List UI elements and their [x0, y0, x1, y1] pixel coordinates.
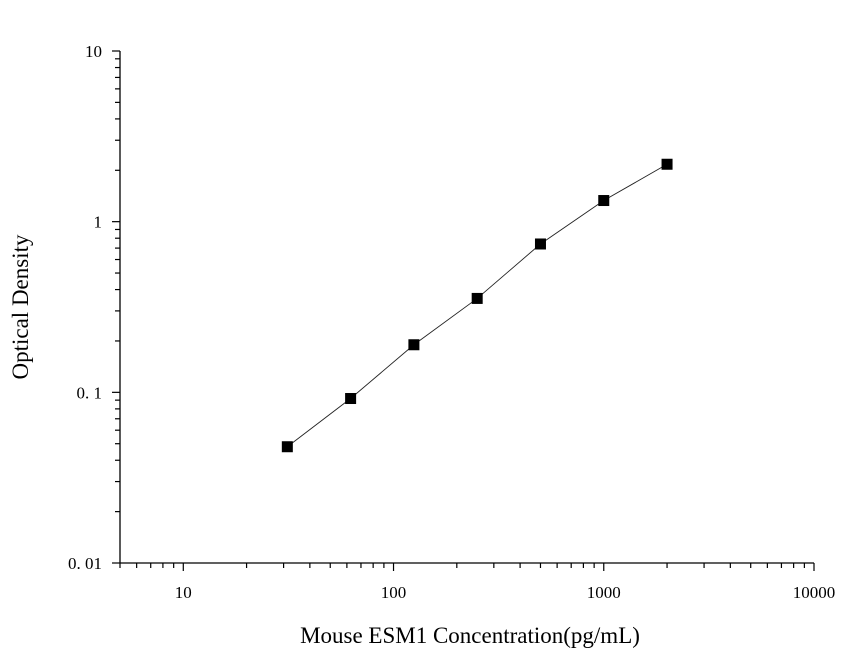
- data-point: [661, 158, 673, 170]
- x-tick-label: 10000: [793, 583, 836, 602]
- x-axis-title: Mouse ESM1 Concentration(pg/mL): [300, 623, 640, 648]
- y-tick-label: 10: [85, 42, 102, 61]
- y-tick-label: 0. 01: [68, 554, 102, 573]
- x-tick-label: 1000: [587, 583, 621, 602]
- data-point: [408, 339, 420, 351]
- axes: [119, 51, 814, 564]
- data-point: [598, 195, 610, 207]
- data-point: [534, 238, 546, 250]
- ticks: [112, 50, 815, 571]
- y-tick-label: 0. 1: [77, 383, 103, 402]
- y-axis-title: Optical Density: [8, 234, 33, 379]
- data-point: [471, 292, 483, 304]
- y-tick-label: 1: [94, 213, 103, 232]
- data-points: [281, 158, 673, 453]
- x-tick-label: 100: [381, 583, 407, 602]
- x-tick-label: 10: [175, 583, 192, 602]
- data-point: [345, 393, 357, 405]
- fit-curve: [287, 163, 668, 448]
- fit-line: [287, 163, 668, 448]
- data-point: [281, 441, 293, 453]
- tick-labels: 10 100 1000 10000 0. 01 0. 1 1 10: [68, 42, 835, 602]
